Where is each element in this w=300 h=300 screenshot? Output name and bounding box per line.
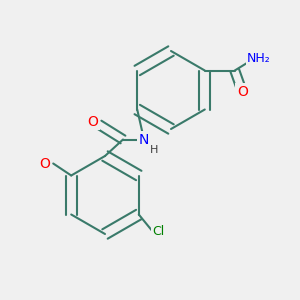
Text: O: O — [39, 157, 50, 170]
Text: NH₂: NH₂ — [247, 52, 271, 65]
Text: O: O — [88, 115, 98, 128]
Text: N: N — [139, 133, 149, 146]
Text: Cl: Cl — [152, 224, 164, 238]
Text: O: O — [237, 85, 248, 98]
Text: H: H — [150, 145, 159, 155]
